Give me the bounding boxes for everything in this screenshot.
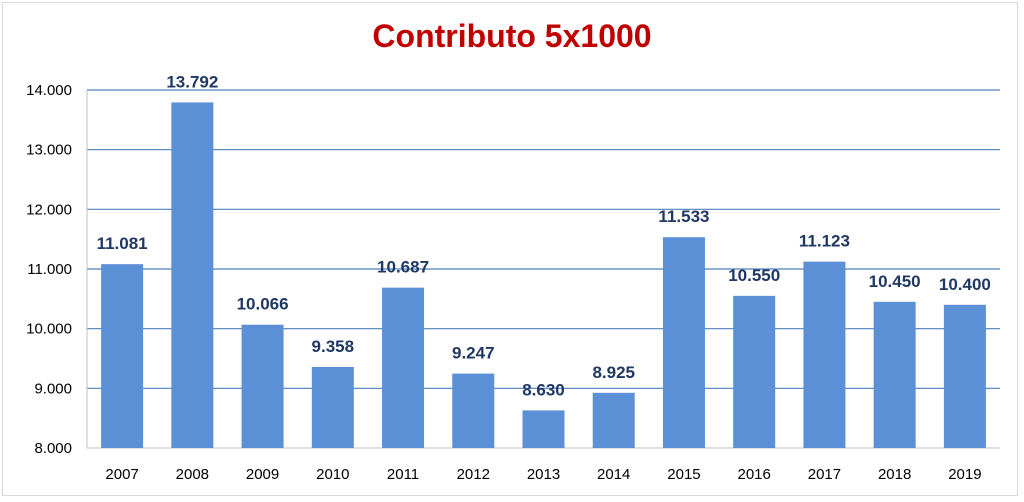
data-label: 11.081: [97, 234, 148, 253]
bar-2010: [311, 366, 354, 448]
x-tick-label: 2007: [105, 466, 138, 483]
bar-2007: [101, 264, 144, 448]
y-tick-label: 9.000: [34, 380, 72, 397]
data-label: 13.792: [166, 72, 218, 91]
data-label: 8.630: [522, 380, 565, 399]
data-label: 10.450: [869, 272, 921, 291]
bar-2013: [522, 410, 565, 448]
x-tick-label: 2014: [597, 466, 630, 483]
bar-2008: [171, 102, 214, 448]
gridlines: [87, 89, 1000, 389]
bar-2018: [873, 301, 916, 448]
x-tick-label: 2012: [457, 466, 490, 483]
y-tick-label: 14.000: [26, 82, 72, 99]
x-tick-label: 2009: [246, 466, 279, 483]
data-label: 10.400: [939, 275, 991, 294]
bar-2017: [803, 261, 846, 448]
data-label: 8.925: [592, 363, 635, 382]
labels: 2007 11.081 2008 13.792 2009 10.066 2010 9.358 2…: [97, 72, 991, 483]
x-tick-label: 2010: [316, 466, 349, 483]
x-tick-label: 2016: [738, 466, 771, 483]
y-tick-label: 10.000: [26, 321, 72, 338]
x-tick-label: 2018: [878, 466, 911, 483]
data-label: 10.066: [237, 295, 289, 314]
y-tick-label: 11.000: [27, 261, 72, 278]
data-label: 9.358: [312, 337, 355, 356]
bar-2019: [943, 304, 986, 448]
bar-2015: [662, 237, 705, 448]
bar-2009: [241, 324, 284, 448]
x-tick-label: 2013: [527, 466, 560, 483]
y-tick-label: 12.000: [26, 201, 72, 218]
x-tick-label: 2011: [387, 466, 419, 483]
data-label: 10.687: [377, 258, 429, 277]
data-label: 11.123: [799, 232, 850, 251]
x-tick-label: 2019: [948, 466, 981, 483]
data-label: 10.550: [728, 266, 780, 285]
bar-2012: [452, 373, 495, 448]
bar-2011: [382, 287, 425, 448]
chart-title: Contributo 5x1000: [372, 18, 652, 54]
y-tick-label: 8.000: [34, 440, 72, 457]
bar-2014: [592, 392, 635, 448]
data-label: 11.533: [658, 207, 709, 226]
bars: [101, 102, 986, 448]
data-label: 9.247: [452, 344, 495, 363]
y-tick-label: 13.000: [26, 142, 72, 159]
x-tick-label: 2017: [808, 466, 841, 483]
x-tick-label: 2008: [176, 466, 209, 483]
x-tick-label: 2015: [667, 466, 700, 483]
bar-2016: [733, 295, 776, 448]
chart-frame: [2, 2, 1018, 496]
